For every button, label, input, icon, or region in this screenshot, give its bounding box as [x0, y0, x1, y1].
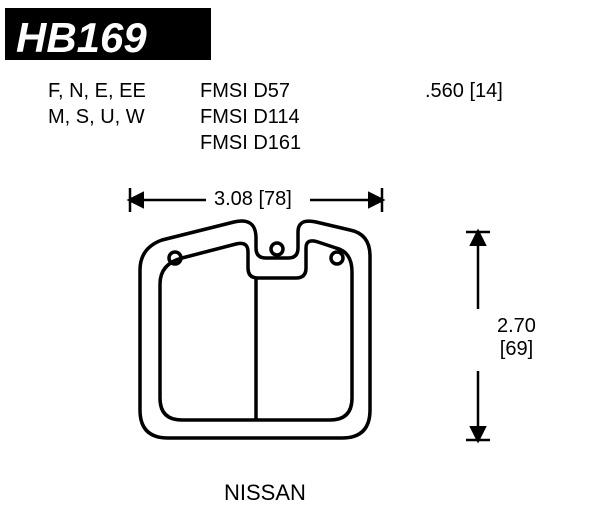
diagram-svg	[0, 0, 600, 518]
